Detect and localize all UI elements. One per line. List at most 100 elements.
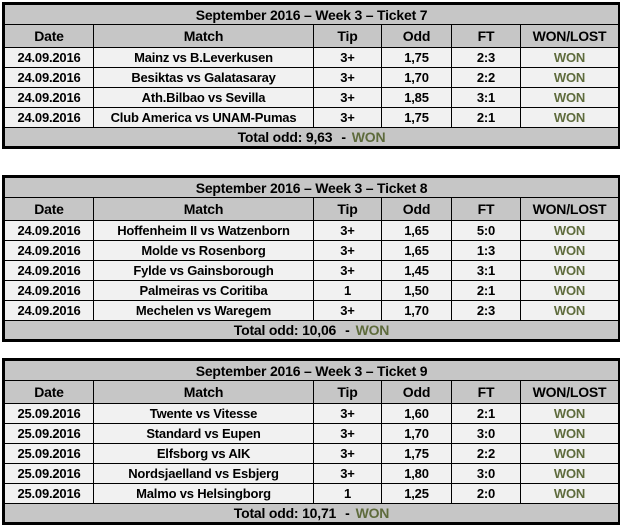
col-header-date: Date [3,24,94,48]
match-result: WON [519,47,620,68]
match-odd: 1,50 [381,280,452,301]
match-teams: Palmeiras vs Coritiba [93,280,314,301]
match-row: 24.09.2016 Molde vs Rosenborg 3+ 1,65 1:… [3,240,620,261]
match-result: WON [519,483,620,504]
col-header-match: Match [93,197,314,221]
match-tip: 3+ [313,423,382,444]
match-ft: 5:0 [451,220,521,241]
total-odd-row: Total odd: 9,63- WON [2,127,620,148]
total-odd: Total odd: 9,63- WON [2,127,620,148]
match-date: 25.09.2016 [3,423,94,444]
match-ft: 2:1 [451,107,521,128]
match-tip: 3+ [313,463,382,484]
match-teams: Molde vs Rosenborg [93,240,314,261]
match-tip: 3+ [313,47,382,68]
total-odd-result: WON [355,322,390,338]
match-ft: 3:0 [451,423,521,444]
total-odd-result: WON [351,129,386,145]
match-odd: 1,45 [381,260,452,281]
match-ft: 3:1 [451,260,521,281]
match-teams: Mainz vs B.Leverkusen [93,47,314,68]
match-tip: 3+ [313,260,382,281]
match-date: 24.09.2016 [3,47,94,68]
match-row: 25.09.2016 Malmo vs Helsingborg 1 1,25 2… [3,483,620,504]
match-result: WON [519,280,620,301]
match-row: 24.09.2016 Club America vs UNAM-Pumas 3+… [3,107,620,128]
col-header-wonlost: WON/LOST [519,24,620,48]
match-ft: 2:3 [451,300,521,321]
match-ft: 2:2 [451,443,521,464]
match-odd: 1,75 [381,47,452,68]
match-date: 25.09.2016 [3,483,94,504]
match-teams: Standard vs Eupen [93,423,314,444]
column-header-row: Date Match Tip Odd FT WON/LOST [3,380,620,404]
match-date: 24.09.2016 [3,260,94,281]
match-ft: 2:3 [451,47,521,68]
match-row: 25.09.2016 Standard vs Eupen 3+ 1,70 3:0… [3,423,620,444]
match-row: 25.09.2016 Elfsborg vs AIK 3+ 1,75 2:2 W… [3,443,620,464]
match-teams: Twente vs Vitesse [93,403,314,424]
ticket-7-table: September 2016 – Week 3 – Ticket 7 Date … [2,2,620,149]
match-ft: 2:2 [451,67,521,88]
match-odd: 1,70 [381,423,452,444]
col-header-ft: FT [451,380,521,404]
match-tip: 3+ [313,107,382,128]
match-odd: 1,70 [381,300,452,321]
match-result: WON [519,463,620,484]
match-teams: Club America vs UNAM-Pumas [93,107,314,128]
match-result: WON [519,403,620,424]
match-date: 24.09.2016 [3,107,94,128]
match-result: WON [519,107,620,128]
match-date: 24.09.2016 [3,87,94,108]
match-teams: Malmo vs Helsingborg [93,483,314,504]
match-tip: 1 [313,483,382,504]
match-teams: Besiktas vs Galatasaray [93,67,314,88]
match-result: WON [519,67,620,88]
match-teams: Elfsborg vs AIK [93,443,314,464]
match-row: 24.09.2016 Mainz vs B.Leverkusen 3+ 1,75… [3,47,620,68]
match-odd: 1,80 [381,463,452,484]
match-teams: Hoffenheim II vs Watzenborn [93,220,314,241]
match-row: 24.09.2016 Hoffenheim II vs Watzenborn 3… [3,220,620,241]
col-header-match: Match [93,24,314,48]
ticket-title-row: September 2016 – Week 3 – Ticket 8 [2,176,620,198]
match-tip: 3+ [313,240,382,261]
col-header-date: Date [3,380,94,404]
ticket-title: September 2016 – Week 3 – Ticket 7 [2,3,620,25]
match-row: 24.09.2016 Palmeiras vs Coritiba 1 1,50 … [3,280,620,301]
match-teams: Mechelen vs Waregem [93,300,314,321]
match-ft: 1:3 [451,240,521,261]
match-result: WON [519,87,620,108]
total-odd-result: WON [355,505,390,521]
ticket-title: September 2016 – Week 3 – Ticket 9 [2,359,620,381]
match-odd: 1,75 [381,443,452,464]
match-odd: 1,25 [381,483,452,504]
column-header-row: Date Match Tip Odd FT WON/LOST [3,24,620,48]
col-header-wonlost: WON/LOST [519,197,620,221]
col-header-odd: Odd [381,197,452,221]
match-odd: 1,75 [381,107,452,128]
match-date: 24.09.2016 [3,280,94,301]
match-tip: 3+ [313,300,382,321]
ticket-9-table: September 2016 – Week 3 – Ticket 9 Date … [2,358,620,525]
match-teams: Ath.Bilbao vs Sevilla [93,87,314,108]
ticket-title: September 2016 – Week 3 – Ticket 8 [2,176,620,198]
match-row: 24.09.2016 Fylde vs Gainsborough 3+ 1,45… [3,260,620,281]
ticket-title-row: September 2016 – Week 3 – Ticket 9 [2,359,620,381]
total-odd-row: Total odd: 10,06- WON [2,320,620,341]
match-result: WON [519,443,620,464]
match-tip: 1 [313,280,382,301]
total-odd: Total odd: 10,06- WON [2,320,620,341]
match-date: 24.09.2016 [3,67,94,88]
match-date: 25.09.2016 [3,463,94,484]
col-header-date: Date [3,197,94,221]
col-header-ft: FT [451,197,521,221]
match-odd: 1,65 [381,240,452,261]
match-odd: 1,65 [381,220,452,241]
total-odd-label: Total odd: 10,06 [233,322,337,338]
match-ft: 3:1 [451,87,521,108]
match-row: 24.09.2016 Ath.Bilbao vs Sevilla 3+ 1,85… [3,87,620,108]
match-row: 25.09.2016 Nordsjaelland vs Esbjerg 3+ 1… [3,463,620,484]
match-row: 24.09.2016 Besiktas vs Galatasaray 3+ 1,… [3,67,620,88]
